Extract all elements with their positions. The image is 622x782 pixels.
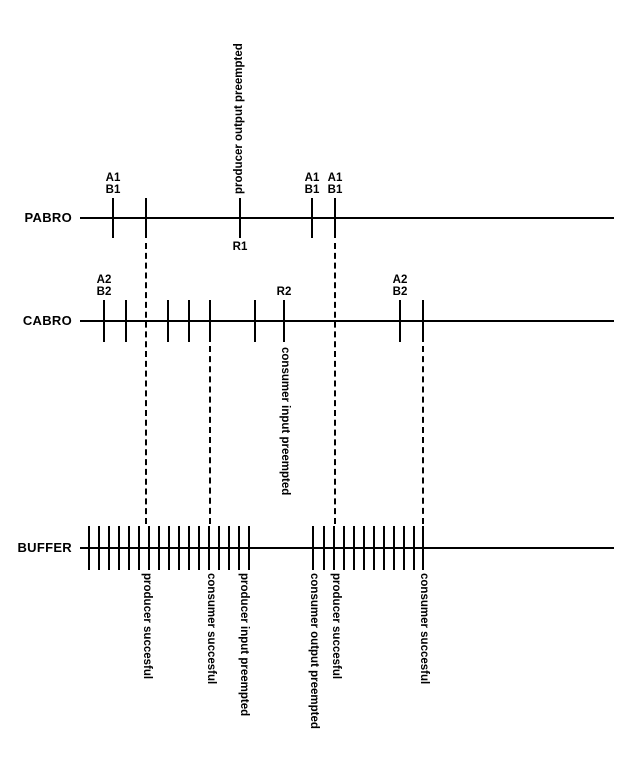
- event-label: A2 B2: [380, 274, 420, 298]
- event-label: A1 B1: [292, 172, 332, 196]
- dashed-connector: [334, 243, 336, 524]
- rotated-event-label: consumer input preempted: [279, 347, 291, 496]
- event-tick: [167, 300, 169, 342]
- timeline-label-cabro: CABRO: [22, 313, 72, 328]
- dashed-connector: [209, 346, 211, 524]
- event-label-line: B2: [96, 286, 112, 298]
- event-tick: [333, 526, 335, 570]
- event-tick: [118, 526, 120, 570]
- event-tick: [88, 526, 90, 570]
- event-tick: [228, 526, 230, 570]
- event-tick: [422, 526, 424, 570]
- event-tick: [413, 526, 415, 570]
- event-tick: [138, 526, 140, 570]
- buffer-event-label: producer input preempted: [238, 573, 250, 717]
- event-tick: [283, 300, 285, 342]
- event-tick: [188, 300, 190, 342]
- event-tick: [148, 526, 150, 570]
- rotated-event-label: producer output preempted: [233, 43, 245, 194]
- dashed-connector: [422, 346, 424, 524]
- event-label: A1 B1: [315, 172, 355, 196]
- timeline-line-cabro: [80, 320, 614, 322]
- event-tick: [323, 526, 325, 570]
- event-tick: [399, 300, 401, 342]
- timeline-label-buffer: BUFFER: [17, 540, 72, 555]
- event-tick: [188, 526, 190, 570]
- event-tick: [128, 526, 130, 570]
- event-tick: [312, 526, 314, 570]
- event-tick: [112, 198, 114, 238]
- event-tick: [311, 198, 313, 238]
- event-tick: [343, 526, 345, 570]
- timeline-line-pabro: [80, 217, 614, 219]
- event-tick: [238, 526, 240, 570]
- event-tick: [383, 526, 385, 570]
- event-tick: [353, 526, 355, 570]
- timeline-line-buffer: [80, 547, 614, 549]
- event-tick: [373, 526, 375, 570]
- event-tick: [108, 526, 110, 570]
- event-tick: [158, 526, 160, 570]
- buffer-event-label: consumer output preempted: [308, 573, 320, 729]
- event-tick: [422, 300, 424, 342]
- event-label-line: R2: [276, 286, 292, 298]
- event-label-line: B1: [327, 184, 343, 196]
- event-tick: [198, 526, 200, 570]
- event-tick: [208, 526, 210, 570]
- event-tick: [393, 526, 395, 570]
- buffer-event-label: producer succesful: [330, 573, 342, 680]
- event-tick: [168, 526, 170, 570]
- event-tick: [254, 300, 256, 342]
- event-tick: [98, 526, 100, 570]
- timeline-label-pabro: PABRO: [24, 210, 72, 225]
- event-label-line: B1: [304, 184, 320, 196]
- event-label: R2: [264, 286, 304, 298]
- buffer-event-label: consumer succesful: [418, 573, 430, 685]
- buffer-event-label: consumer succesful: [205, 573, 217, 685]
- event-label-line: A2: [96, 274, 112, 286]
- event-tick: [218, 526, 220, 570]
- event-tick: [125, 300, 127, 342]
- event-label-line: B1: [105, 184, 121, 196]
- event-label: A2 B2: [84, 274, 124, 298]
- event-tick: [209, 300, 211, 342]
- event-tick: [178, 526, 180, 570]
- event-tick: [239, 198, 241, 238]
- event-label: R1: [232, 241, 248, 253]
- event-tick: [145, 198, 147, 238]
- event-label-line: A2: [392, 274, 408, 286]
- event-tick: [248, 526, 250, 570]
- dashed-connector: [145, 243, 147, 524]
- event-label-line: B2: [392, 286, 408, 298]
- buffer-event-label: producer succesful: [141, 573, 153, 680]
- event-label: A1 B1: [93, 172, 133, 196]
- event-tick: [363, 526, 365, 570]
- event-tick: [403, 526, 405, 570]
- event-tick: [334, 198, 336, 238]
- event-label-line: A1: [327, 172, 343, 184]
- event-label-line: A1: [304, 172, 320, 184]
- event-tick: [103, 300, 105, 342]
- event-label-line: A1: [105, 172, 121, 184]
